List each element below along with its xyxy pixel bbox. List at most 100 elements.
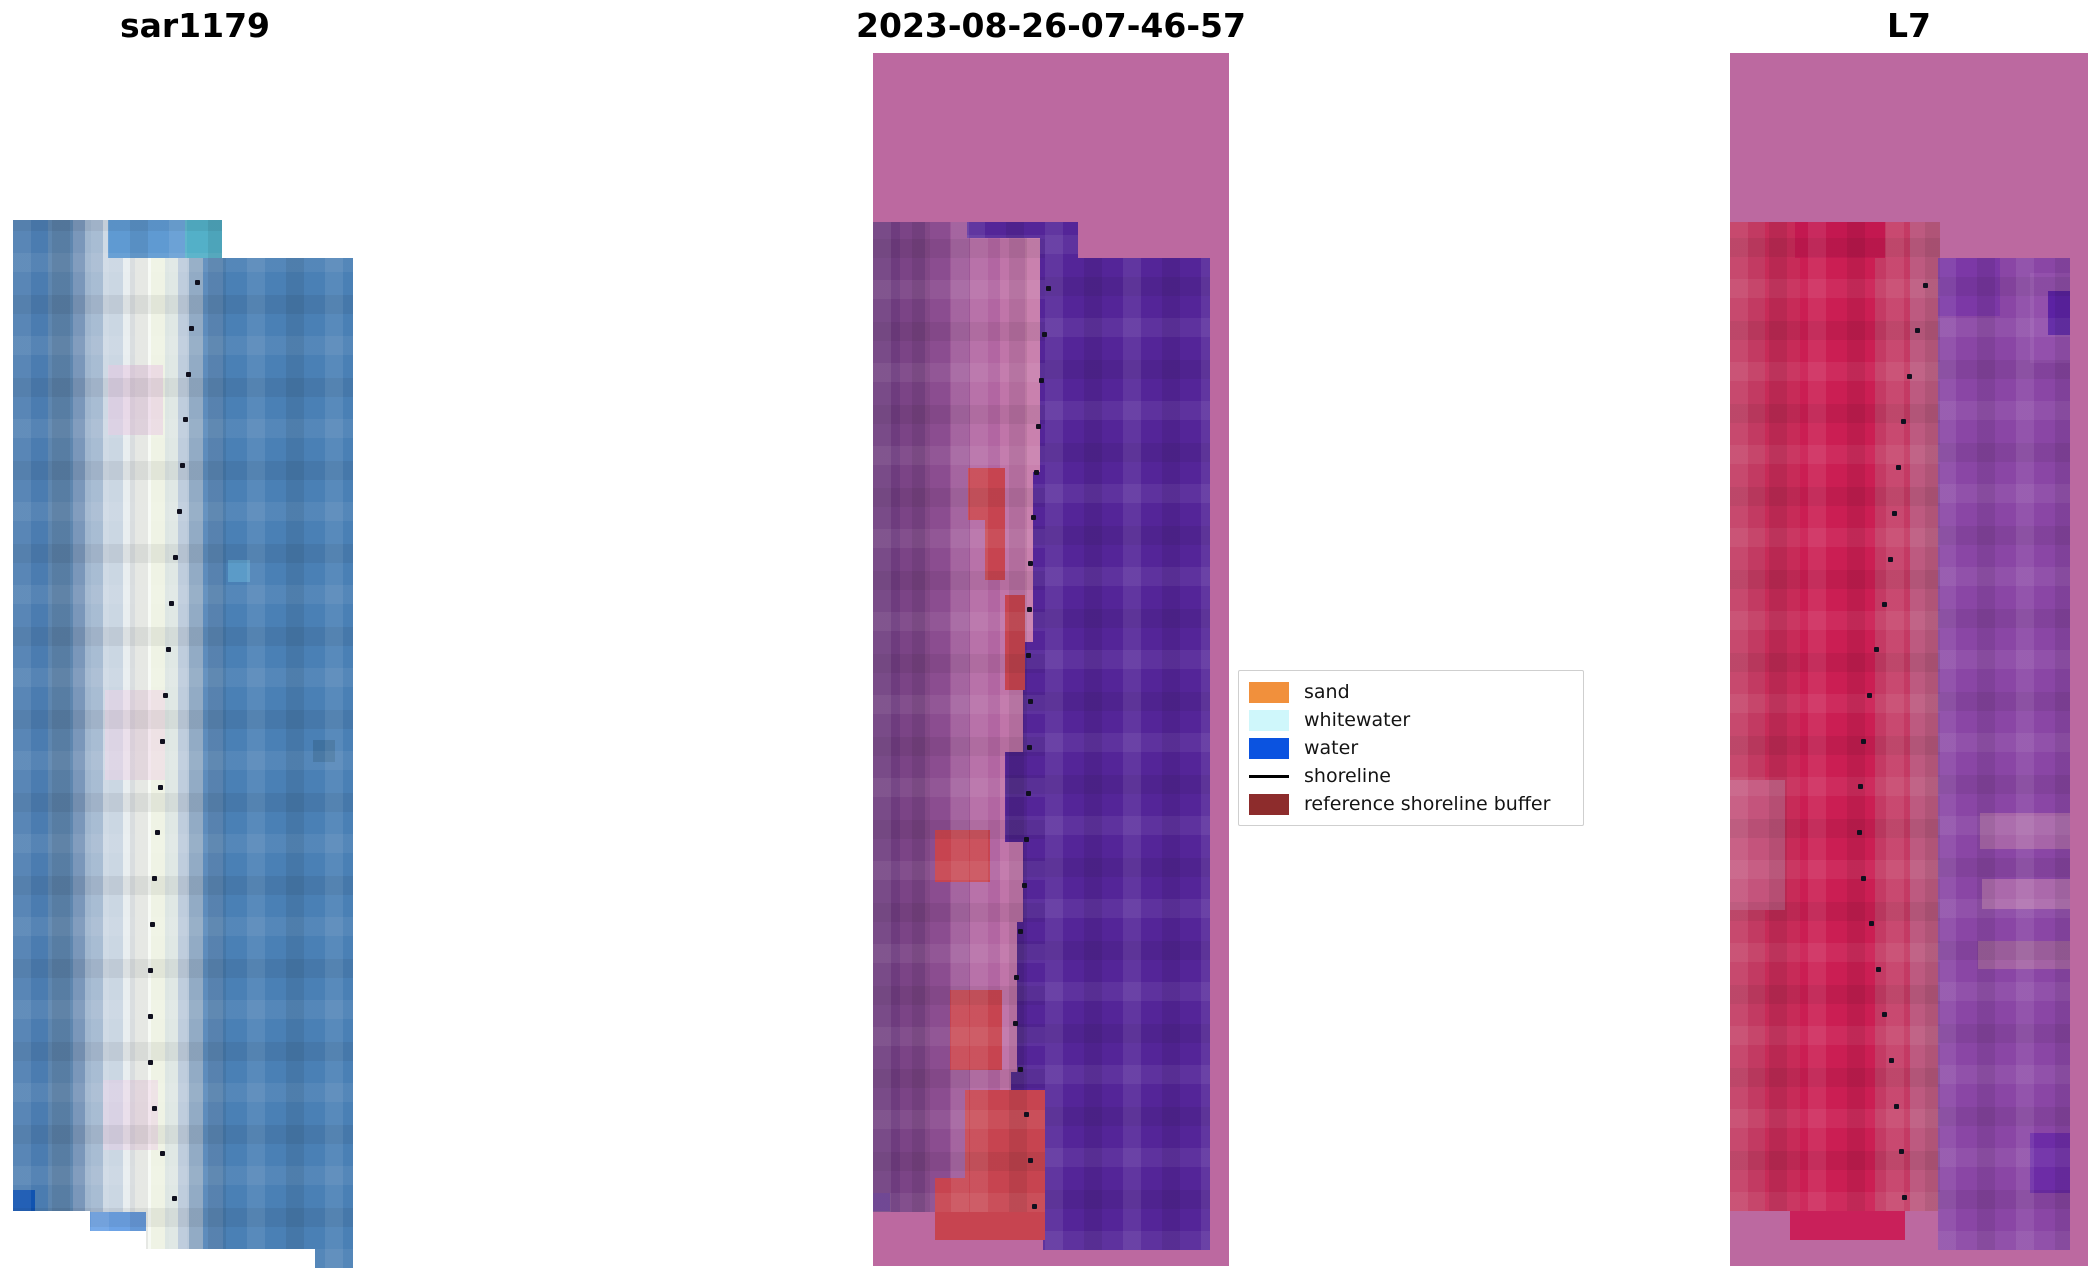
legend: sand whitewater water shoreline reference sh… [1238,670,1584,826]
shoreline-dot [189,325,195,331]
shoreline-dot [1028,1157,1034,1163]
violet-patch [2030,1133,2070,1193]
shoreline-dot [1888,1057,1894,1063]
sar-light-water-pixel [228,560,250,582]
shoreline-dot [159,1151,165,1157]
shoreline-dot [1895,464,1901,470]
shoreline-swatch [1249,774,1289,778]
legend-row: whitewater [1249,709,1573,731]
shoreline-dot [162,692,168,698]
classified-shoreline-dots [873,53,1229,1266]
shoreline-dot [1032,1203,1038,1209]
shoreline-dot [169,600,175,606]
water-swatch [1249,737,1289,759]
legend-label: whitewater [1304,709,1411,731]
pink-streak [1982,879,2070,909]
legend-label: shoreline [1304,765,1391,787]
shoreline-dot [1014,974,1020,980]
sar-navy-pixel [13,1190,35,1211]
sand-swatch [1249,681,1289,703]
shoreline-dot [173,555,179,561]
shoreline-dot [1892,510,1898,516]
shoreline-dot [1046,286,1051,291]
shoreline-dot [1017,1066,1023,1072]
classified-dark-pixel [873,1193,890,1211]
shoreline-dot [1914,328,1920,334]
shoreline-dot [1898,1149,1904,1155]
shoreline-dot [1013,1020,1019,1026]
legend-row: sand [1249,681,1573,703]
shoreline-dot [150,922,156,928]
shoreline-dot [159,738,165,744]
whitewater-swatch [1249,709,1289,731]
shoreline-dot [148,1014,153,1020]
panel-title-classified: 2023-08-26-07-46-57 [856,6,1246,45]
shoreline-dot [1027,699,1033,705]
shoreline-dot [148,1060,154,1066]
shoreline-dot [1901,1195,1907,1201]
shoreline-dot [1027,745,1033,751]
sar-dark-water-pixel [313,740,335,762]
legend-row: reference shoreline buffer [1249,793,1573,815]
shoreline-dot [165,646,171,652]
shoreline-dot [155,830,161,836]
shoreline-dot [1035,423,1041,429]
shoreline-dot [185,371,191,377]
l7-shoreline-dots [1730,53,2088,1266]
pink-streak [1980,813,2070,849]
sar-pink-tint-patch [105,690,165,780]
sar-teal-pixel [185,220,222,258]
shoreline-dot [152,876,158,882]
shoreline-dot [179,463,185,469]
sar-light-blue-bar [90,1212,146,1231]
shoreline-dot [183,417,189,423]
shoreline-dot [1907,373,1913,379]
buffer-patch [1025,1133,1045,1193]
shoreline-dot [1017,929,1023,935]
buffer-patch [935,1178,967,1240]
l7-image-panel [1730,53,2088,1266]
shoreline-dot [1882,1012,1888,1018]
shoreline-dot [1031,515,1037,521]
shoreline-dot [1026,791,1032,797]
legend-label: sand [1304,681,1350,703]
shoreline-dot [1875,966,1881,972]
sar-shoreline-dots [13,220,353,1268]
l7-pink-patch [1730,780,1785,910]
l7-crimson-extension [1790,1211,1905,1240]
shoreline-dot [148,968,154,974]
shoreline-dot [195,280,200,285]
panel-title-sar1179: sar1179 [119,6,271,45]
legend-row: water [1249,737,1573,759]
buffer-patch [1005,595,1025,690]
shoreline-dot [1026,653,1032,659]
shoreline-dot [1900,419,1906,425]
shoreline-dot [1038,377,1044,383]
buffer-patch [935,830,990,882]
l7-land-region [1730,222,1940,1211]
shoreline-dot [1923,283,1928,288]
shoreline-dot [157,784,163,790]
shoreline-dot [1861,738,1867,744]
shoreline-dot [1888,556,1894,562]
buffer-patch [950,990,1002,1070]
sar-pink-tint-patch [108,365,163,435]
shoreline-dot [1861,876,1867,882]
sar-pink-tint-patch [103,1080,158,1150]
shoreline-dot [1026,607,1032,613]
shoreline-dot [1021,883,1027,889]
shoreline-dot [152,1106,157,1112]
shoreline-dot [1866,692,1872,698]
panel-title-l7: L7 [1887,6,1931,45]
legend-row: shoreline [1249,765,1573,787]
shoreline-dot [1023,1112,1029,1118]
l7-dark-crimson-row [1795,222,1885,258]
shoreline-dot [176,509,182,515]
reference-shoreline-buffer-swatch [1249,793,1289,815]
buffer-patch [985,468,1005,580]
shoreline-dot [1856,830,1862,836]
classified-image-panel [873,53,1229,1266]
shoreline-dot [1868,921,1874,927]
shoreline-dot [1042,331,1048,337]
